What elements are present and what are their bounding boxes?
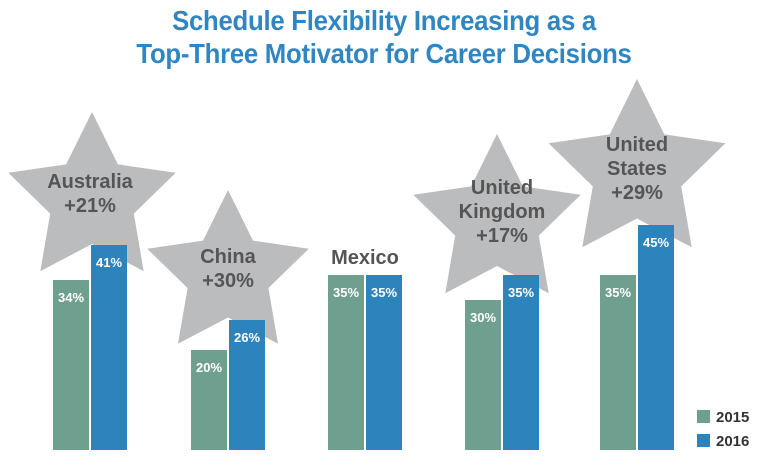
category-label: United	[471, 177, 533, 199]
bar-value-label: 35%	[371, 285, 397, 300]
bar	[366, 275, 402, 450]
bar-value-label: 26%	[234, 330, 260, 345]
bar	[503, 275, 539, 450]
bar-value-label: 35%	[508, 285, 534, 300]
category-label: Australia	[47, 171, 133, 193]
category-label: +29%	[611, 182, 663, 204]
bar-value-label: 34%	[58, 290, 84, 305]
bar-value-label: 35%	[333, 285, 359, 300]
category-label: China	[200, 246, 256, 268]
bar	[91, 245, 127, 450]
legend: 2015 2016	[697, 409, 749, 450]
chart-title-line-2: Top-Three Motivator for Career Decisions	[136, 38, 632, 69]
legend-swatch-2015	[697, 410, 710, 423]
bar-value-label: 35%	[605, 285, 631, 300]
star-badge	[413, 134, 581, 294]
bar	[53, 280, 89, 450]
category-label: +30%	[202, 270, 254, 292]
legend-label-2015: 2015	[716, 409, 749, 426]
bar-value-label: 30%	[470, 310, 496, 325]
star-badge	[147, 190, 309, 344]
star-badge	[548, 79, 726, 248]
legend-swatch-2016	[697, 434, 710, 447]
bar-value-label: 20%	[196, 360, 222, 375]
chart-title: Schedule Flexibility Increasing as a Top…	[31, 4, 738, 70]
category-label: Kingdom	[459, 201, 546, 223]
bar-value-label: 41%	[96, 255, 122, 270]
bar	[465, 300, 501, 450]
category-label: States	[607, 158, 667, 180]
bar	[328, 275, 364, 450]
chart-title-line-1: Schedule Flexibility Increasing as a	[172, 5, 596, 36]
star-badges: Australia+21%China+30%MexicoUnitedKingdo…	[8, 79, 726, 344]
legend-label-2016: 2016	[716, 433, 749, 450]
bar	[638, 225, 674, 450]
bar	[191, 350, 227, 450]
bar	[229, 320, 265, 450]
category-label: +17%	[476, 225, 528, 247]
category-label: United	[606, 134, 668, 156]
star-badge	[8, 112, 176, 272]
bar-value-label: 45%	[643, 235, 669, 250]
category-label: +21%	[64, 195, 116, 217]
category-label: Mexico	[331, 247, 399, 269]
bar	[600, 275, 636, 450]
bar-series: 34% 20% 35% 30% 35% 41% 26% 35% 35% 45%	[53, 225, 674, 450]
